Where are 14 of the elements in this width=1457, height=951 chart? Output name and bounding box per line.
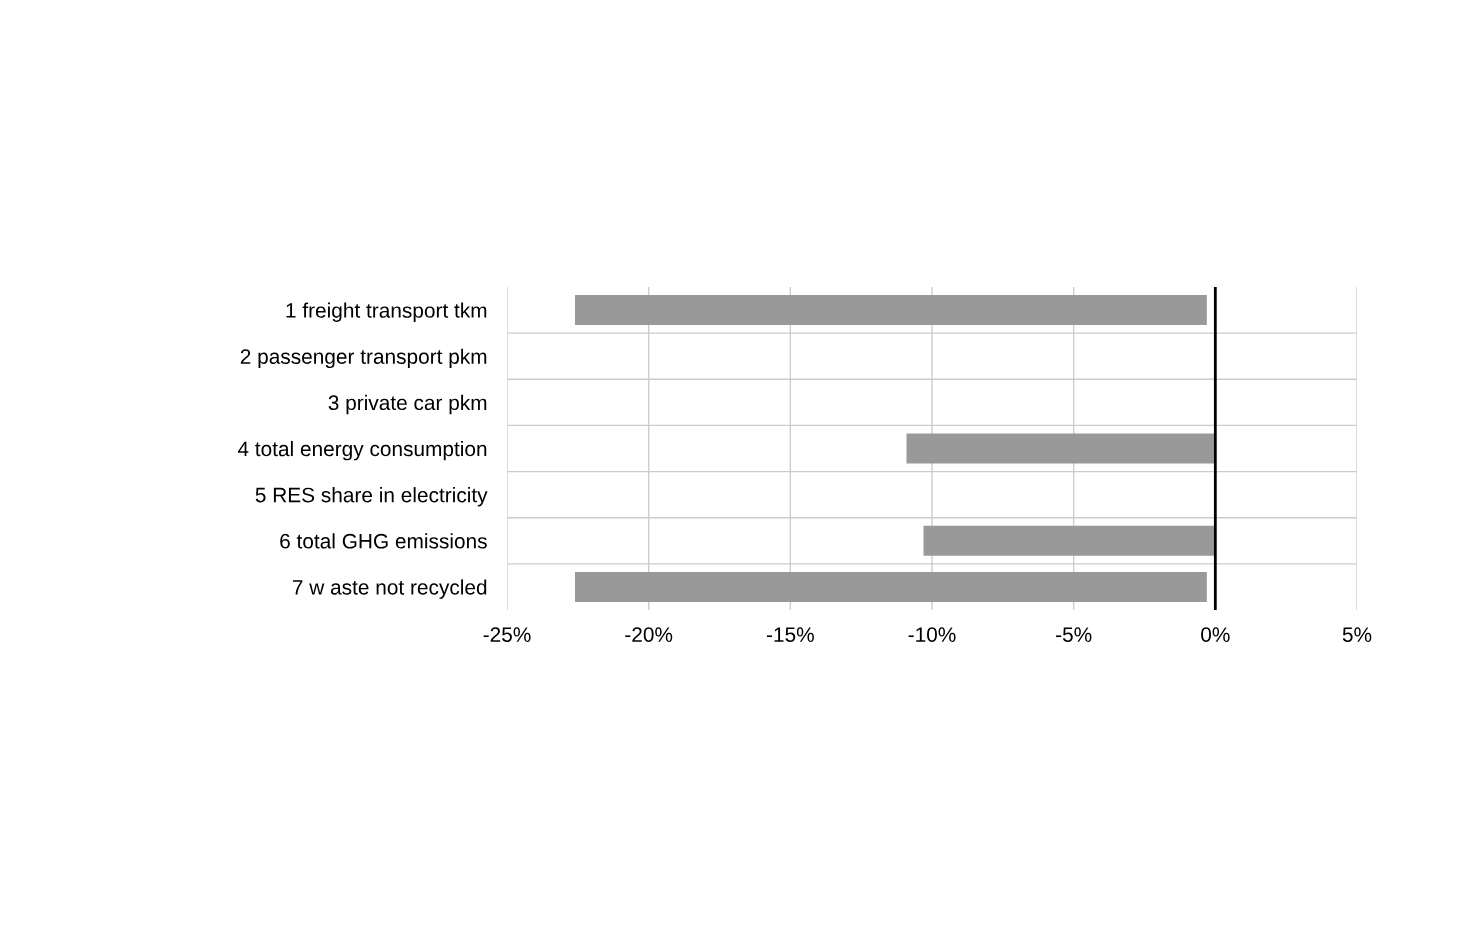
x-tick-label: 0% [1201,627,1230,642]
y-tick-label: 6 total GHG emissions [280,533,487,549]
y-tick-label: 2 passenger transport pkm [240,348,487,369]
y-tick-label: 5 RES share in electricity [255,487,488,507]
y-tick-label: 1 freight transport tkm [286,302,487,322]
x-tick-label: -20% [625,627,673,642]
y-tick-label: 7 w aste not recycled [292,579,487,599]
x-tick-label: -5% [1056,627,1092,642]
x-tick-label: 5% [1342,627,1372,642]
x-tick-label: -10% [908,627,956,642]
x-tick-label: -15% [766,627,814,642]
y-tick-label: 3 private car pkm [328,394,487,415]
x-tick-label: -25% [483,627,531,642]
y-tick-label: 4 total energy consumption [237,440,487,461]
